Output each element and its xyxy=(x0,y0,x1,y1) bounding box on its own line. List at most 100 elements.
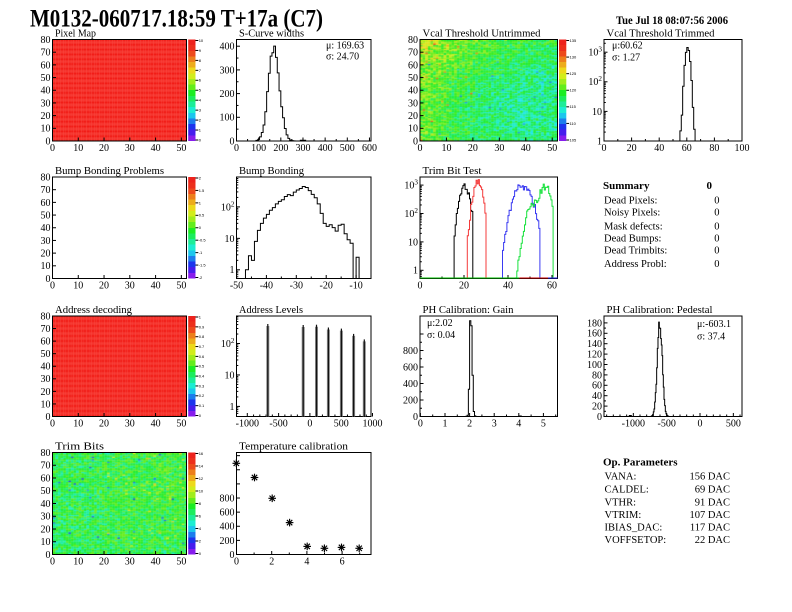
svg-text:0: 0 xyxy=(46,274,51,285)
svg-text:103: 103 xyxy=(588,46,602,59)
svg-text:Noisy Pixels:: Noisy Pixels: xyxy=(604,208,660,219)
svg-text:-40: -40 xyxy=(260,280,273,291)
svg-text:30: 30 xyxy=(408,98,418,109)
svg-text:400: 400 xyxy=(403,379,418,390)
svg-text:50: 50 xyxy=(41,73,51,84)
svg-text:60: 60 xyxy=(41,60,51,71)
svg-text:20: 20 xyxy=(468,143,478,154)
svg-text:30: 30 xyxy=(125,556,135,567)
svg-text:200: 200 xyxy=(403,395,418,406)
svg-text:IBIAS_DAC:: IBIAS_DAC: xyxy=(605,523,663,534)
svg-text:30: 30 xyxy=(494,143,504,154)
svg-text:σ: 37.4: σ: 37.4 xyxy=(697,332,725,343)
svg-text:10: 10 xyxy=(41,261,51,272)
svg-text:115: 115 xyxy=(570,104,577,109)
svg-text:1: 1 xyxy=(413,266,418,277)
svg-text:50: 50 xyxy=(176,280,186,291)
svg-text:1: 1 xyxy=(597,136,602,147)
svg-text:9: 9 xyxy=(199,48,202,53)
svg-text:μ: 169.63: μ: 169.63 xyxy=(326,41,364,52)
svg-text:100: 100 xyxy=(735,143,750,154)
svg-text:500: 500 xyxy=(340,143,355,154)
svg-text:20: 20 xyxy=(99,556,109,567)
svg-text:0: 0 xyxy=(234,143,239,154)
svg-text:0: 0 xyxy=(46,136,51,147)
svg-text:VTHR:: VTHR: xyxy=(605,497,637,508)
svg-text:102: 102 xyxy=(221,337,235,350)
svg-text:σ: 24.70: σ: 24.70 xyxy=(326,51,359,62)
svg-text:0: 0 xyxy=(307,418,312,429)
svg-text:12: 12 xyxy=(199,476,204,481)
svg-text:0.1: 0.1 xyxy=(199,403,205,408)
svg-text:0.4: 0.4 xyxy=(199,374,205,379)
svg-text:200: 200 xyxy=(273,143,288,154)
svg-text:80: 80 xyxy=(709,143,719,154)
svg-text:80: 80 xyxy=(41,448,51,459)
svg-text:0: 0 xyxy=(707,180,713,192)
svg-text:10: 10 xyxy=(73,143,83,154)
svg-text:30: 30 xyxy=(41,374,51,385)
svg-text:105: 105 xyxy=(570,137,577,142)
svg-text:70: 70 xyxy=(41,324,51,335)
svg-text:0: 0 xyxy=(413,136,418,147)
svg-text:0: 0 xyxy=(714,208,719,219)
svg-text:8: 8 xyxy=(199,58,202,63)
svg-text:0: 0 xyxy=(50,280,55,291)
svg-text:2: 2 xyxy=(199,118,202,123)
svg-text:40: 40 xyxy=(41,362,51,373)
svg-text:125: 125 xyxy=(570,71,577,76)
svg-text:200: 200 xyxy=(220,89,235,100)
svg-text:5: 5 xyxy=(541,418,546,429)
svg-text:-500: -500 xyxy=(657,418,675,429)
svg-text:135: 135 xyxy=(570,38,577,43)
svg-text:40: 40 xyxy=(503,280,513,291)
svg-text:69 DAC: 69 DAC xyxy=(695,484,730,495)
svg-text:10: 10 xyxy=(199,38,204,43)
svg-text:400: 400 xyxy=(220,42,235,53)
svg-text:10: 10 xyxy=(199,488,204,493)
svg-text:100: 100 xyxy=(220,113,235,124)
svg-text:1.5: 1.5 xyxy=(199,188,205,193)
svg-text:Dead Trimbits:: Dead Trimbits: xyxy=(604,245,667,256)
svg-text:3: 3 xyxy=(199,108,202,113)
svg-text:0: 0 xyxy=(199,413,202,418)
svg-text:Dead Bumps:: Dead Bumps: xyxy=(604,233,662,244)
svg-text:M0132-060717.18:59 T+17a (C7): M0132-060717.18:59 T+17a (C7) xyxy=(30,6,323,33)
svg-text:30: 30 xyxy=(125,143,135,154)
svg-text:50: 50 xyxy=(176,418,186,429)
svg-text:0: 0 xyxy=(418,418,423,429)
svg-text:0: 0 xyxy=(418,143,423,154)
svg-text:0: 0 xyxy=(230,550,235,561)
svg-text:Dead Pixels:: Dead Pixels: xyxy=(604,196,657,207)
svg-text:-1.5: -1.5 xyxy=(199,262,207,267)
svg-text:60: 60 xyxy=(41,473,51,484)
svg-text:20: 20 xyxy=(459,280,469,291)
svg-text:130: 130 xyxy=(570,54,577,59)
svg-text:4: 4 xyxy=(199,98,202,103)
svg-text:22 DAC: 22 DAC xyxy=(695,535,730,546)
svg-text:102: 102 xyxy=(588,75,602,88)
svg-text:Vcal Threshold Trimmed: Vcal Threshold Trimmed xyxy=(607,29,715,40)
svg-text:50: 50 xyxy=(41,210,51,221)
svg-text:8: 8 xyxy=(199,501,202,506)
svg-text:1: 1 xyxy=(230,402,235,413)
svg-text:10: 10 xyxy=(73,280,83,291)
svg-text:S-Curve widths: S-Curve widths xyxy=(239,29,304,40)
svg-text:μ:60.62: μ:60.62 xyxy=(612,41,643,52)
svg-text:4: 4 xyxy=(516,418,521,429)
svg-text:2: 2 xyxy=(269,556,274,567)
svg-text:0: 0 xyxy=(50,418,55,429)
svg-text:80: 80 xyxy=(41,311,51,322)
svg-text:600: 600 xyxy=(403,362,418,373)
svg-text:60: 60 xyxy=(592,381,602,392)
svg-text:20: 20 xyxy=(41,111,51,122)
svg-text:0.9: 0.9 xyxy=(199,324,205,329)
svg-text:0: 0 xyxy=(199,225,202,230)
svg-text:1: 1 xyxy=(199,200,202,205)
svg-text:80: 80 xyxy=(408,35,418,46)
svg-text:60: 60 xyxy=(41,198,51,209)
svg-text:Address decoding: Address decoding xyxy=(55,305,132,316)
svg-text:120: 120 xyxy=(570,88,577,93)
svg-text:107 DAC: 107 DAC xyxy=(689,510,730,521)
svg-text:60: 60 xyxy=(408,60,418,71)
